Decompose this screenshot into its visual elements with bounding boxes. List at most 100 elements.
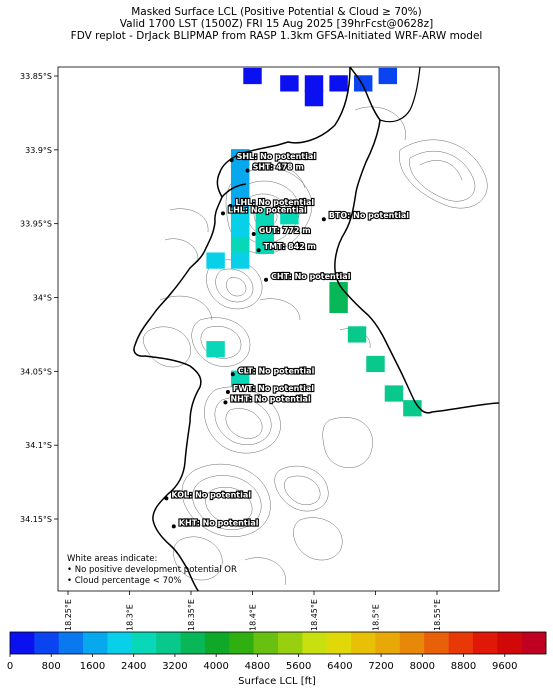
colorbar-swatch-21 xyxy=(521,632,547,654)
colorbar-swatch-20 xyxy=(497,632,522,654)
lon-tick-label-6: 18.55°E xyxy=(433,599,442,631)
colorbar-tick-label-7: 5600 xyxy=(286,661,311,672)
site-dot-9 xyxy=(225,390,230,395)
note-line-2: • No positive development potential OR xyxy=(67,565,237,575)
colorbar-tick-label-8: 6400 xyxy=(327,661,352,672)
site-dot-7 xyxy=(264,277,269,282)
lcl-cell-24 xyxy=(347,326,367,343)
title-line-1: Masked Surface LCL (Positive Potential &… xyxy=(131,6,422,18)
colorbar-swatch-16 xyxy=(399,632,425,654)
colorbar-swatch-5 xyxy=(131,632,157,654)
site-dot-4 xyxy=(321,217,326,222)
colorbar-tick-label-1: 800 xyxy=(42,661,61,672)
colorbar-swatch-12 xyxy=(302,632,328,654)
colorbar: 0 800 1600 2400 3200 4000 4800 5600 6400 7200 8000… xyxy=(7,631,547,672)
colorbar-swatch-0 xyxy=(10,632,35,654)
lcl-cell-16 xyxy=(230,237,250,254)
colorbar-tick-label-10: 8000 xyxy=(410,661,435,672)
lat-tick-label-0: 33.85°S xyxy=(20,72,52,81)
site-label-0: SHL: No potential xyxy=(237,152,317,161)
white-areas-note: White areas indicate: • No positive deve… xyxy=(67,554,237,586)
terrain-contours xyxy=(143,106,488,586)
note-line-3: • Cloud percentage < 70% xyxy=(67,576,182,586)
colorbar-swatch-13 xyxy=(326,632,352,654)
site-dot-5 xyxy=(251,232,256,237)
lcl-cell-19 xyxy=(230,252,250,269)
colorbar-tick-label-0: 0 xyxy=(7,661,13,672)
site-dot-8 xyxy=(230,372,235,377)
colorbar-swatch-17 xyxy=(424,632,449,654)
site-markers: SHL: No potential SHT: 478 m LHL: No poten… xyxy=(164,151,410,528)
colorbar-tick-label-11: 8800 xyxy=(451,661,476,672)
colorbar-swatch-6 xyxy=(156,632,181,654)
colorbar-tick-label-6: 4800 xyxy=(245,661,270,672)
lcl-cell-9 xyxy=(230,178,250,195)
lcl-cell-8 xyxy=(230,163,250,181)
lon-tick-label-4: 18.45°E xyxy=(310,599,319,631)
colorbar-swatch-9 xyxy=(229,632,254,654)
lcl-cell-0 xyxy=(243,67,262,85)
lon-tick-label-2: 18.35°E xyxy=(187,599,196,631)
lcl-cells xyxy=(206,67,422,417)
lat-tick-label-5: 34.1°S xyxy=(25,441,52,450)
map-plot-area: SHL: No potential SHT: 478 m LHL: No poten… xyxy=(58,67,499,591)
coastline xyxy=(133,67,499,591)
colorbar-tick-label-12: 9600 xyxy=(492,661,517,672)
lcl-cell-13 xyxy=(280,208,299,225)
site-label-3: LHL: No potential xyxy=(228,205,307,214)
site-label-11: KOL: No potential xyxy=(171,490,251,499)
title-line-3: FDV replot - DrJack BLIPMAP from RASP 1.… xyxy=(70,30,483,42)
colorbar-tick-label-3: 2400 xyxy=(121,661,146,672)
title-line-2: Valid 1700 LST (1500Z) FRI 15 Aug 2025 [… xyxy=(119,18,434,30)
colorbar-tick-label-4: 3200 xyxy=(162,661,187,672)
lon-tick-label-5: 18.5°E xyxy=(372,604,381,631)
longitude-axis: 18.25°E 18.3°E 18.35°E 18.4°E 18.45°E 18.5°E 1… xyxy=(64,591,442,631)
lcl-cell-20 xyxy=(206,341,225,358)
site-label-12: KHT: No potential xyxy=(179,518,259,527)
lcl-cell-6 xyxy=(378,67,398,85)
colorbar-tick-label-9: 7200 xyxy=(368,661,393,672)
site-dot-10 xyxy=(223,400,228,405)
site-dot-3 xyxy=(220,211,225,216)
colorbar-swatch-8 xyxy=(204,632,230,654)
colorbar-swatch-11 xyxy=(278,632,303,654)
lcl-cell-21 xyxy=(230,370,250,387)
map-frame xyxy=(57,66,500,592)
lon-tick-label-0: 18.25°E xyxy=(64,599,73,631)
colorbar-swatch-19 xyxy=(472,632,498,654)
site-dot-1 xyxy=(245,168,250,173)
colorbar-label: Surface LCL [ft] xyxy=(238,676,316,687)
colorbar-swatch-3 xyxy=(83,632,108,654)
colorbar-swatch-15 xyxy=(375,632,401,654)
colorbar-tick-label-5: 4000 xyxy=(203,661,228,672)
lcl-cell-11 xyxy=(230,208,250,225)
lon-tick-label-1: 18.3°E xyxy=(126,604,135,631)
lcl-cell-15 xyxy=(255,222,275,240)
colorbar-swatch-14 xyxy=(351,632,376,654)
lcl-cell-14 xyxy=(230,222,250,240)
site-label-6: TMT: 842 m xyxy=(264,242,316,251)
lcl-cell-12 xyxy=(255,208,275,225)
colorbar-swatch-10 xyxy=(253,632,279,654)
site-label-9: FWT: No potential xyxy=(233,384,314,393)
lon-tick-label-3: 18.4°E xyxy=(249,604,258,631)
lat-tick-label-6: 34.15°S xyxy=(20,515,52,524)
lcl-cell-10 xyxy=(230,193,250,210)
lcl-cell-18 xyxy=(206,252,225,269)
colorbar-swatch-7 xyxy=(180,632,206,654)
colorbar-tick-label-2: 1600 xyxy=(80,661,105,672)
site-dot-6 xyxy=(256,248,261,253)
lcl-cell-1 xyxy=(280,75,299,92)
site-label-4: BTO: No potential xyxy=(329,211,409,220)
lcl-cell-5 xyxy=(353,75,373,92)
colorbar-swatch-18 xyxy=(448,632,474,654)
note-line-1: White areas indicate: xyxy=(67,554,157,564)
site-label-8: CLT: No potential xyxy=(238,366,315,375)
lcl-cell-3 xyxy=(329,75,348,92)
colorbar-swatch-1 xyxy=(34,632,60,654)
site-label-1: SHT: 478 m xyxy=(253,163,304,172)
lcl-cell-25 xyxy=(366,355,385,373)
site-label-7: CHT: No potential xyxy=(271,272,351,281)
site-dot-2 xyxy=(228,203,233,208)
